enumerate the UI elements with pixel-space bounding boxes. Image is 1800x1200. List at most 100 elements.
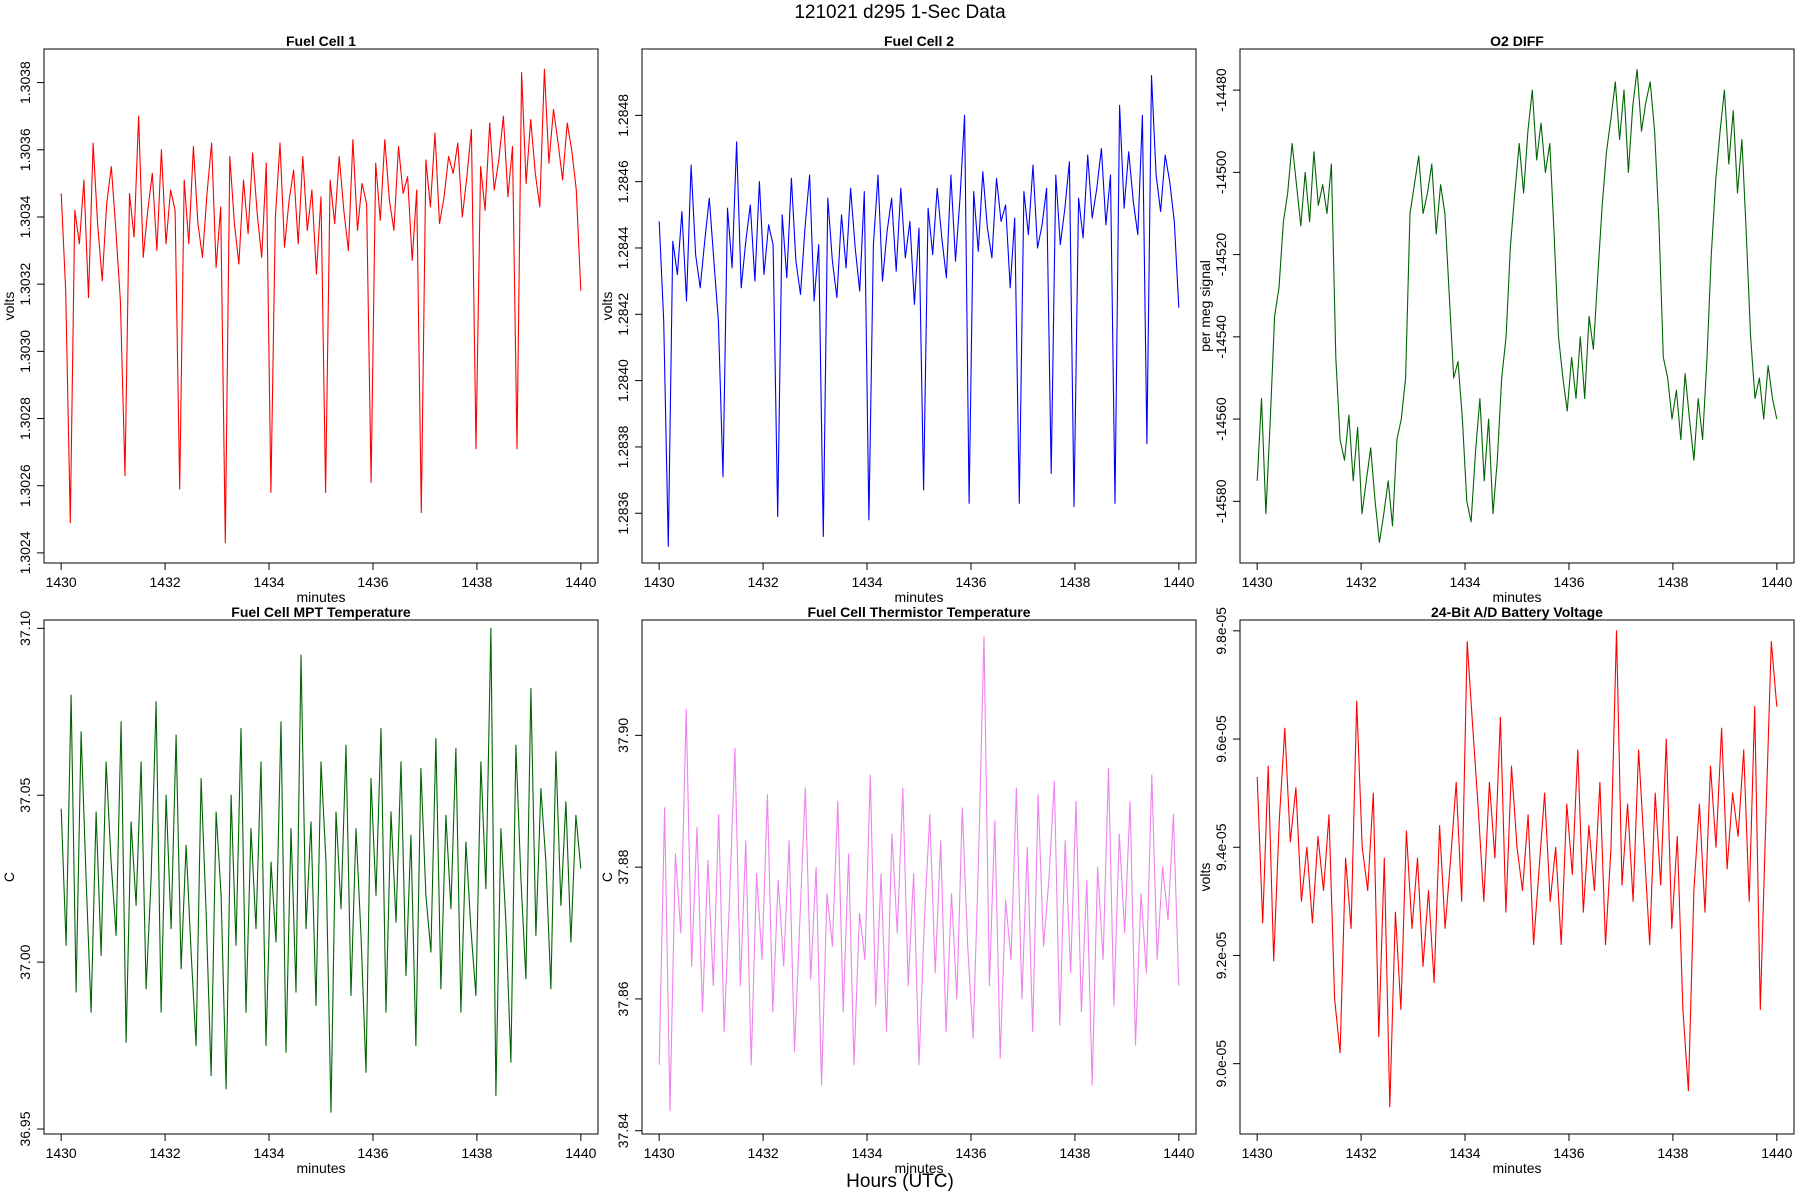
x-tick-label: 1434 xyxy=(851,574,882,590)
plot-frame xyxy=(43,619,599,1135)
x-tick-label: 1436 xyxy=(1553,1145,1584,1161)
panel-title: 24-Bit A/D Battery Voltage xyxy=(1431,604,1603,620)
x-tick-label: 1436 xyxy=(955,574,986,590)
y-tick-label: 1.3034 xyxy=(17,195,33,238)
x-axis-label: minutes xyxy=(1492,1160,1541,1176)
x-tick-label: 1434 xyxy=(1449,574,1480,590)
series-line-1 xyxy=(658,74,1180,547)
x-axis-label: minutes xyxy=(894,589,943,605)
x-tick-label: 1432 xyxy=(1346,574,1377,590)
y-tick-label: 9.4e-05 xyxy=(1213,823,1229,871)
x-tick-label: 1440 xyxy=(1761,574,1792,590)
y-axis-label: per meg signal xyxy=(1197,260,1213,352)
series-line-1 xyxy=(60,627,582,1113)
y-tick-label: 1.3028 xyxy=(17,397,33,440)
plot-frame xyxy=(1239,619,1795,1135)
x-tick-label: 1438 xyxy=(1059,1145,1090,1161)
y-tick-label: 1.3026 xyxy=(17,464,33,507)
y-axis-label: C xyxy=(1,872,17,882)
x-axis-label: minutes xyxy=(296,1160,345,1176)
y-tick-label: 9.0e-05 xyxy=(1213,1040,1229,1088)
figure-title: 121021 d295 1-Sec Data xyxy=(794,2,1006,23)
x-tick-label: 1430 xyxy=(1242,1145,1273,1161)
x-tick-label: 1436 xyxy=(955,1145,986,1161)
x-tick-label: 1438 xyxy=(1657,1145,1688,1161)
x-tick-label: 1432 xyxy=(748,574,779,590)
x-tick-label: 1438 xyxy=(1657,574,1688,590)
y-tick-label: -14580 xyxy=(1213,479,1229,523)
y-axis-label: volts xyxy=(1197,863,1213,892)
x-tick-label: 1434 xyxy=(253,574,284,590)
plot-frame xyxy=(1239,48,1795,564)
x-tick-label: 1432 xyxy=(150,574,181,590)
chart-panel-5: Fuel Cell Thermistor Temperature 1430 1432… xyxy=(599,604,1197,1176)
y-tick-label: 1.2844 xyxy=(615,226,631,269)
x-axis-label: minutes xyxy=(894,1160,943,1176)
y-tick-label: 9.8e-05 xyxy=(1213,607,1229,655)
figure-xlabel: Hours (UTC) xyxy=(846,1171,954,1192)
x-tick-label: 1436 xyxy=(1553,574,1584,590)
y-tick-label: 37.90 xyxy=(615,718,631,753)
y-tick-label: 1.2838 xyxy=(615,425,631,468)
y-tick-label: 9.6e-05 xyxy=(1213,715,1229,763)
x-axis-label: minutes xyxy=(296,589,345,605)
y-tick-label: 37.00 xyxy=(17,944,33,979)
x-tick-label: 1430 xyxy=(644,1145,675,1161)
x-tick-label: 1440 xyxy=(1163,574,1194,590)
y-tick-label: -14500 xyxy=(1213,150,1229,194)
y-axis-label: volts xyxy=(599,292,615,321)
x-tick-label: 1430 xyxy=(46,1145,77,1161)
x-tick-label: 1438 xyxy=(1059,574,1090,590)
x-tick-label: 1434 xyxy=(253,1145,284,1161)
plot-frame xyxy=(641,619,1197,1135)
y-tick-label: 37.88 xyxy=(615,849,631,884)
y-tick-label: 37.10 xyxy=(17,611,33,646)
plot-frame xyxy=(43,48,599,564)
chart-panel-6: 24-Bit A/D Battery Voltage 1430 1432 1434 14… xyxy=(1197,604,1795,1176)
y-tick-label: 1.2848 xyxy=(615,94,631,137)
y-tick-label: 37.84 xyxy=(615,1113,631,1148)
y-tick-label: 1.3032 xyxy=(17,263,33,306)
y-tick-label: -14540 xyxy=(1213,315,1229,359)
y-tick-label: -14560 xyxy=(1213,397,1229,441)
chart-panel-3: O2 DIFF 1430 1432 1434 1436 1438 1440 minutes -1… xyxy=(1197,33,1795,605)
y-tick-label: -14480 xyxy=(1213,68,1229,112)
x-tick-label: 1438 xyxy=(461,1145,492,1161)
x-tick-label: 1434 xyxy=(1449,1145,1480,1161)
x-tick-label: 1440 xyxy=(1163,1145,1194,1161)
x-tick-label: 1432 xyxy=(1346,1145,1377,1161)
x-tick-label: 1432 xyxy=(748,1145,779,1161)
x-axis-label: minutes xyxy=(1492,589,1541,605)
chart-panel-2: Fuel Cell 2 1430 1432 1434 1436 1438 1440 minut… xyxy=(599,33,1197,605)
y-tick-label: 1.2840 xyxy=(615,359,631,402)
x-tick-label: 1434 xyxy=(851,1145,882,1161)
x-tick-label: 1430 xyxy=(46,574,77,590)
panel-title: Fuel Cell 1 xyxy=(286,33,356,49)
chart-panel-1: Fuel Cell 1 1430 1432 1434 1436 1438 1440 minut… xyxy=(1,33,599,605)
y-tick-label: 1.2842 xyxy=(615,293,631,336)
x-tick-label: 1440 xyxy=(1761,1145,1792,1161)
series-line-1 xyxy=(60,68,582,544)
series-line-1 xyxy=(1256,630,1778,1108)
panel-title: Fuel Cell 2 xyxy=(884,33,954,49)
y-tick-label: 37.86 xyxy=(615,981,631,1016)
x-tick-label: 1432 xyxy=(150,1145,181,1161)
y-tick-label: 1.3038 xyxy=(17,61,33,104)
y-axis-label: C xyxy=(599,872,615,882)
x-tick-label: 1436 xyxy=(357,574,388,590)
y-tick-label: -14520 xyxy=(1213,233,1229,277)
panel-title: O2 DIFF xyxy=(1490,33,1544,49)
x-tick-label: 1440 xyxy=(565,1145,596,1161)
x-tick-label: 1440 xyxy=(565,574,596,590)
y-tick-label: 1.2836 xyxy=(615,492,631,535)
y-tick-label: 1.3030 xyxy=(17,330,33,373)
panel-title: Fuel Cell MPT Temperature xyxy=(231,604,411,620)
x-tick-label: 1438 xyxy=(461,574,492,590)
y-tick-label: 36.95 xyxy=(17,1111,33,1146)
panel-title: Fuel Cell Thermistor Temperature xyxy=(807,604,1030,620)
plot-frame xyxy=(641,48,1197,564)
series-line-1 xyxy=(658,635,1180,1112)
y-axis-label: volts xyxy=(1,292,17,321)
x-tick-label: 1430 xyxy=(1242,574,1273,590)
